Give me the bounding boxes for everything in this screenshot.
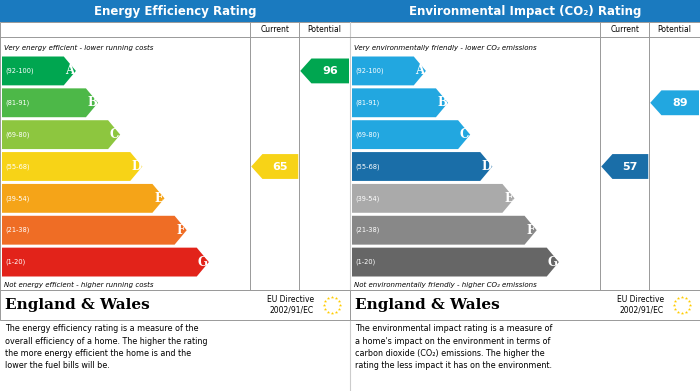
Text: G: G [548, 256, 558, 269]
Text: 65: 65 [272, 161, 288, 172]
Polygon shape [352, 88, 448, 117]
Text: (69-80): (69-80) [5, 131, 29, 138]
Text: (21-38): (21-38) [5, 227, 29, 233]
Text: F: F [176, 224, 185, 237]
Polygon shape [2, 88, 98, 117]
Text: (21-38): (21-38) [355, 227, 379, 233]
Text: C: C [109, 128, 119, 141]
Bar [350, 0, 700, 22]
Polygon shape [352, 216, 537, 245]
Text: Potential: Potential [657, 25, 692, 34]
Text: B: B [87, 96, 97, 109]
Text: (1-20): (1-20) [355, 259, 375, 265]
Text: G: G [198, 256, 208, 269]
Text: Not energy efficient - higher running costs: Not energy efficient - higher running co… [4, 282, 153, 288]
Text: (39-54): (39-54) [5, 195, 29, 202]
Bar [0, 22, 350, 290]
Text: B: B [437, 96, 447, 109]
Polygon shape [2, 248, 209, 276]
Text: D: D [131, 160, 141, 173]
Bar [0, 0, 350, 22]
Polygon shape [352, 248, 559, 276]
Polygon shape [2, 216, 187, 245]
Text: Environmental Impact (CO₂) Rating: Environmental Impact (CO₂) Rating [409, 5, 641, 18]
Text: Potential: Potential [307, 25, 342, 34]
Bar [350, 22, 700, 290]
Text: The environmental impact rating is a measure of
a home's impact on the environme: The environmental impact rating is a mea… [355, 324, 552, 371]
Text: Not environmentally friendly - higher CO₂ emissions: Not environmentally friendly - higher CO… [354, 282, 537, 288]
Polygon shape [2, 152, 142, 181]
Text: EU Directive
2002/91/EC: EU Directive 2002/91/EC [617, 295, 664, 315]
Text: (1-20): (1-20) [5, 259, 25, 265]
Text: (55-68): (55-68) [355, 163, 379, 170]
Text: D: D [481, 160, 491, 173]
Text: C: C [459, 128, 469, 141]
Text: EU Directive
2002/91/EC: EU Directive 2002/91/EC [267, 295, 314, 315]
Bar [0, 290, 350, 320]
Text: Very energy efficient - lower running costs: Very energy efficient - lower running co… [4, 45, 153, 51]
Text: F: F [526, 224, 535, 237]
Text: 96: 96 [322, 66, 338, 76]
Polygon shape [2, 120, 120, 149]
Polygon shape [352, 184, 514, 213]
Text: The energy efficiency rating is a measure of the
overall efficiency of a home. T: The energy efficiency rating is a measur… [5, 324, 207, 371]
Text: E: E [154, 192, 163, 205]
Bar [350, 290, 700, 320]
Text: Very environmentally friendly - lower CO₂ emissions: Very environmentally friendly - lower CO… [354, 45, 537, 51]
Text: (92-100): (92-100) [355, 68, 384, 74]
Polygon shape [2, 57, 76, 85]
Polygon shape [2, 184, 164, 213]
Text: E: E [504, 192, 513, 205]
Text: England & Wales: England & Wales [355, 298, 500, 312]
Text: Current: Current [260, 25, 289, 34]
Polygon shape [300, 59, 349, 83]
Text: Current: Current [610, 25, 639, 34]
Polygon shape [650, 90, 699, 115]
Text: England & Wales: England & Wales [5, 298, 150, 312]
Text: 89: 89 [673, 98, 688, 108]
Polygon shape [352, 120, 470, 149]
Text: (81-91): (81-91) [5, 100, 29, 106]
Polygon shape [601, 154, 648, 179]
Text: (92-100): (92-100) [5, 68, 34, 74]
Text: A: A [65, 65, 74, 77]
Bar [667, 293, 697, 317]
Polygon shape [251, 154, 298, 179]
Text: 57: 57 [623, 161, 638, 172]
Text: (81-91): (81-91) [355, 100, 379, 106]
Text: (55-68): (55-68) [5, 163, 29, 170]
Text: (39-54): (39-54) [355, 195, 379, 202]
Polygon shape [352, 57, 426, 85]
Polygon shape [352, 152, 492, 181]
Text: A: A [415, 65, 424, 77]
Text: (69-80): (69-80) [355, 131, 379, 138]
Text: Energy Efficiency Rating: Energy Efficiency Rating [94, 5, 256, 18]
Bar [317, 293, 347, 317]
